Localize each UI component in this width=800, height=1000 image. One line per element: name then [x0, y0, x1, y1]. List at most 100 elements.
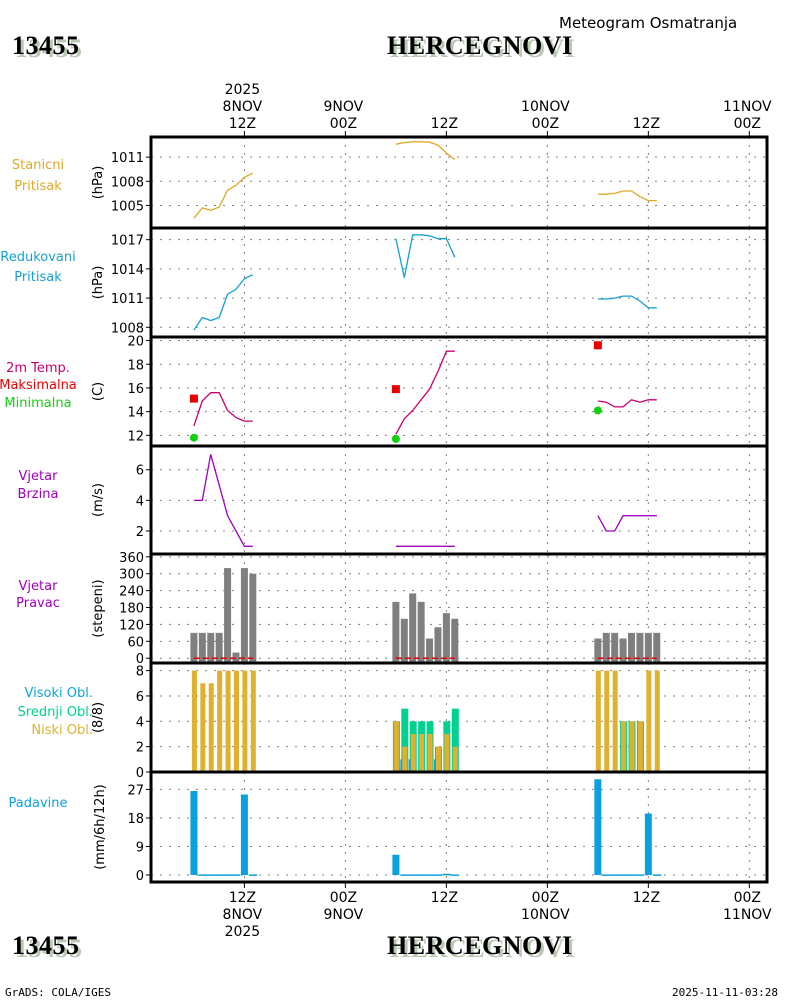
precipitation-bar — [433, 874, 443, 876]
precipitation-bar — [644, 813, 652, 876]
x-tick-label-top: 9NOV — [324, 99, 364, 115]
wind-direction-bar — [400, 618, 408, 663]
panel-frame — [149, 135, 769, 230]
low-cloud-bar — [233, 670, 239, 772]
precipitation-bar — [450, 874, 460, 876]
panel-label: Minimalna — [4, 396, 71, 411]
x-tick-label-top: 12Z — [633, 116, 660, 132]
panel-temperature: 12 14 16 18 20 (C) 2m Temp. Maksimalna Minimalna — [0, 335, 769, 448]
series-line-temperature — [395, 350, 455, 435]
y-tick-label: 240 — [119, 585, 144, 600]
wind-direction-bar — [190, 632, 198, 663]
x-tick-label-bottom: 00Z — [330, 890, 357, 906]
panel-clouds: 0 2 4 6 8 (8/8)Visoki Obl. Srednji Obl. Niski O… — [18, 661, 769, 781]
low-cloud-bar — [654, 670, 660, 772]
precipitation-bar — [392, 854, 400, 876]
panel-label: Vjetar — [19, 579, 59, 594]
x-tick-label-top: 10NOV — [521, 99, 570, 115]
y-tick-label: 16 — [127, 382, 144, 397]
series-line-reduced_pressure — [193, 274, 254, 331]
panel-label: Pritisak — [14, 179, 62, 194]
footer-credit: GrADS: COLA/IGES — [5, 986, 111, 999]
x-tick-label-bottom: 9NOV — [324, 907, 364, 923]
series-line-temperature — [193, 392, 253, 427]
low-cloud-bar — [629, 721, 635, 772]
panel-frame — [149, 226, 769, 339]
y-tick-label: 1008 — [111, 321, 144, 336]
precipitation-bar — [408, 874, 418, 876]
min-temp-marker — [189, 433, 198, 442]
wind-direction-bar — [602, 632, 610, 663]
station-id-bottom: 13455 — [12, 931, 80, 960]
low-cloud-bar — [217, 670, 223, 772]
low-cloud-bar — [452, 746, 458, 772]
precipitation-bar — [417, 874, 426, 876]
x-tick-label-top: 12Z — [229, 116, 256, 132]
wind-direction-bar — [392, 601, 400, 663]
x-tick-label-bottom: 10NOV — [521, 907, 570, 923]
y-tick-label: 300 — [119, 568, 144, 583]
panel-label: Padavine — [9, 796, 68, 811]
low-cloud-bar — [604, 670, 610, 772]
panel-label: Niski Obl. — [31, 723, 93, 738]
mid-cloud-bar — [451, 708, 459, 772]
station-name-bottom: HERCEGNOVI — [387, 931, 573, 960]
y-tick-label: 180 — [119, 602, 144, 617]
y-tick-label: 8 — [136, 665, 144, 680]
low-cloud-bar — [200, 683, 206, 772]
precipitation-bar — [594, 779, 602, 876]
precipitation-bar — [610, 874, 620, 876]
precipitation-bar — [206, 874, 216, 876]
x-tick-label-top: 12Z — [431, 116, 458, 132]
precipitation-bar — [652, 874, 662, 876]
x-tick-label-top: 00Z — [734, 116, 761, 132]
panel-label: Redukovani — [0, 250, 75, 265]
low-cloud-bar — [402, 746, 408, 772]
low-cloud-bar — [427, 733, 433, 772]
y-tick-label: 1005 — [111, 199, 144, 214]
max-temp-marker — [189, 394, 198, 403]
panel-precipitation: 0 9 18 27 (mm/6h/12h) Padavine — [9, 770, 769, 884]
series-line-reduced_pressure — [597, 295, 657, 309]
x-tick-label-bottom: 12Z — [431, 890, 458, 906]
y-axis-label: (mm/6h/12h) — [93, 784, 108, 870]
precipitation-bar — [223, 874, 232, 876]
y-tick-label: 1017 — [111, 234, 144, 249]
y-tick-label: 1011 — [111, 292, 144, 307]
wind-direction-bar — [644, 632, 652, 663]
y-axis-label: (hPa) — [91, 266, 106, 300]
series-line-temperature — [597, 399, 657, 408]
x-tick-label-top: 11NOV — [723, 99, 772, 115]
wind-direction-bar — [451, 618, 459, 663]
panel-label: Visoki Obl. — [25, 686, 93, 701]
min-temp-marker — [593, 406, 602, 415]
low-cloud-bar — [208, 683, 214, 772]
x-tick-label-bottom: 11NOV — [723, 907, 772, 923]
x-tick-label-bottom: 2025 — [225, 924, 261, 940]
y-tick-label: 20 — [127, 335, 144, 350]
series-line-wind_speed — [193, 454, 253, 547]
precipitation-bar — [442, 873, 451, 876]
y-axis-label: (m/s) — [91, 483, 106, 517]
wind-direction-bar — [434, 627, 442, 663]
panel-wind_speed: 2 4 6 (m/s) Vjetar Brzina — [18, 444, 769, 556]
precipitation-bar — [190, 791, 198, 876]
y-tick-label: 18 — [127, 358, 144, 373]
series-line-station_pressure — [193, 172, 254, 219]
y-tick-label: 12 — [127, 429, 144, 444]
panel-label: Brzina — [18, 487, 59, 502]
panel-label: Vjetar — [19, 469, 59, 484]
precipitation-bar — [635, 874, 645, 876]
y-tick-label: 0 — [136, 652, 144, 667]
wind-direction-bar — [619, 638, 627, 663]
wind-direction-bar — [611, 632, 619, 663]
precipitation-bar — [602, 874, 611, 876]
y-tick-label: 1008 — [111, 175, 144, 190]
series-line-station_pressure — [395, 141, 456, 161]
wind-direction-bar — [594, 638, 602, 663]
x-tick-label-bottom: 00Z — [734, 890, 761, 906]
mid-cloud-bar — [401, 708, 409, 772]
x-tick-label-top: 00Z — [330, 116, 357, 132]
y-axis-label: (stepeni) — [91, 579, 106, 637]
